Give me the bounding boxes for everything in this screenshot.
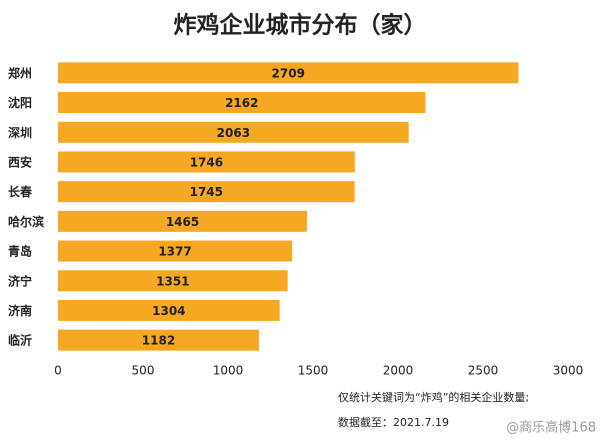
x-tick-label: 3000 — [553, 364, 584, 378]
x-tick-label: 1000 — [213, 364, 244, 378]
watermark: @商乐高博168 — [506, 420, 596, 436]
value-label: 2162 — [225, 96, 258, 110]
bar — [58, 181, 355, 203]
bar — [58, 62, 519, 84]
value-label: 1746 — [190, 155, 223, 169]
y-tick-label: 哈尔滨 — [8, 214, 44, 229]
value-label: 1745 — [190, 185, 223, 199]
bar — [58, 151, 355, 173]
bar — [58, 121, 409, 143]
note: 仅统计关键词为“炸鸡”的相关企业数量; — [338, 390, 529, 404]
chart-title: 炸鸡企业城市分布（家） — [174, 12, 427, 39]
y-tick-label: 西安 — [8, 154, 32, 169]
bar — [58, 329, 259, 351]
y-tick-label: 深圳 — [8, 125, 32, 140]
value-label: 1351 — [156, 274, 189, 288]
y-tick-label: 长春 — [8, 184, 33, 199]
x-tick-label: 500 — [132, 364, 155, 378]
value-label: 1465 — [166, 215, 199, 229]
value-label: 1304 — [152, 304, 185, 318]
bar — [58, 92, 426, 114]
bar — [58, 210, 308, 232]
x-tick-label: 2000 — [383, 364, 414, 378]
note: 数据截至：2021.7.19 — [338, 415, 449, 429]
bar — [58, 240, 293, 262]
value-label: 2063 — [217, 126, 250, 140]
bar — [58, 299, 280, 321]
value-label: 1377 — [158, 245, 191, 259]
y-tick-label: 沈阳 — [8, 95, 32, 110]
y-tick-label: 济南 — [8, 303, 32, 318]
y-tick-label: 临沂 — [8, 333, 32, 348]
y-tick-label: 青岛 — [8, 244, 32, 259]
y-tick-label: 郑州 — [8, 65, 32, 80]
bar — [58, 270, 288, 292]
y-tick-label: 济宁 — [8, 273, 32, 288]
x-tick-label: 0 — [54, 364, 62, 378]
x-tick-label: 2500 — [468, 364, 499, 378]
value-label: 1182 — [142, 334, 175, 348]
x-tick-label: 1500 — [298, 364, 329, 378]
value-label: 2709 — [272, 66, 305, 80]
